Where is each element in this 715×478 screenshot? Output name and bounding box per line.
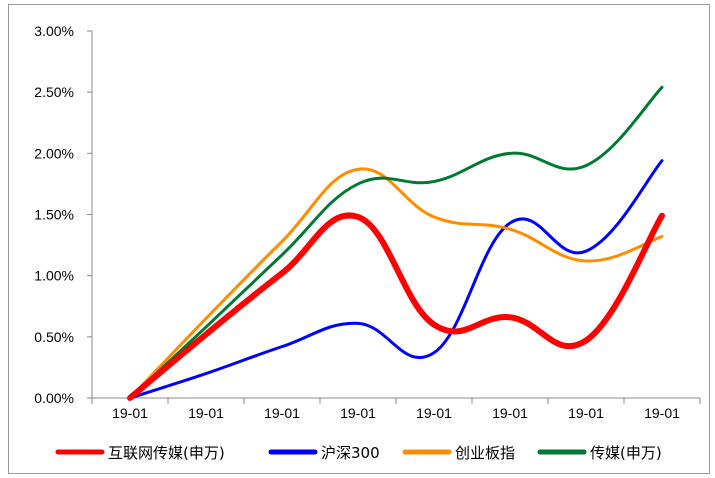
y-tick-label: 0.50% [34, 329, 74, 345]
x-tick-label: 19-01 [188, 405, 224, 421]
series-line-2 [128, 159, 664, 400]
legend-label: 传媒(申万) [590, 444, 662, 462]
y-tick-label: 2.00% [34, 145, 74, 161]
x-tick-label: 19-01 [492, 405, 528, 421]
legend-label: 创业板指 [455, 444, 515, 462]
chart-axes: 0.00% 0.50% 1.00% 1.50% 2.00% 2.50% 3.00% 19-01… [34, 23, 701, 421]
series-line-3 [128, 167, 664, 400]
x-tick-label: 19-01 [416, 405, 452, 421]
y-tick-label: 2.50% [34, 84, 74, 100]
x-tick-label: 19-01 [568, 405, 604, 421]
series-line-4 [128, 85, 664, 400]
x-tick-label: 19-01 [112, 405, 148, 421]
y-tick-label: 1.00% [34, 268, 74, 284]
chart-frame [8, 4, 710, 474]
x-tick-label: 19-01 [340, 405, 376, 421]
x-tick-label: 19-01 [644, 405, 680, 421]
y-tick-label: 1.50% [34, 207, 74, 223]
series-line-1 [127, 212, 665, 401]
x-tick-label: 19-01 [264, 405, 300, 421]
chart-legend: 互联网传媒(申万) 沪深300 创业板指 传媒(申万) [55, 444, 662, 462]
chart-series [127, 85, 665, 401]
legend-label: 沪深300 [321, 444, 380, 462]
y-tick-label: 0.00% [34, 390, 74, 406]
y-tick-label: 3.00% [34, 23, 74, 39]
legend-label: 互联网传媒(申万) [108, 444, 225, 462]
